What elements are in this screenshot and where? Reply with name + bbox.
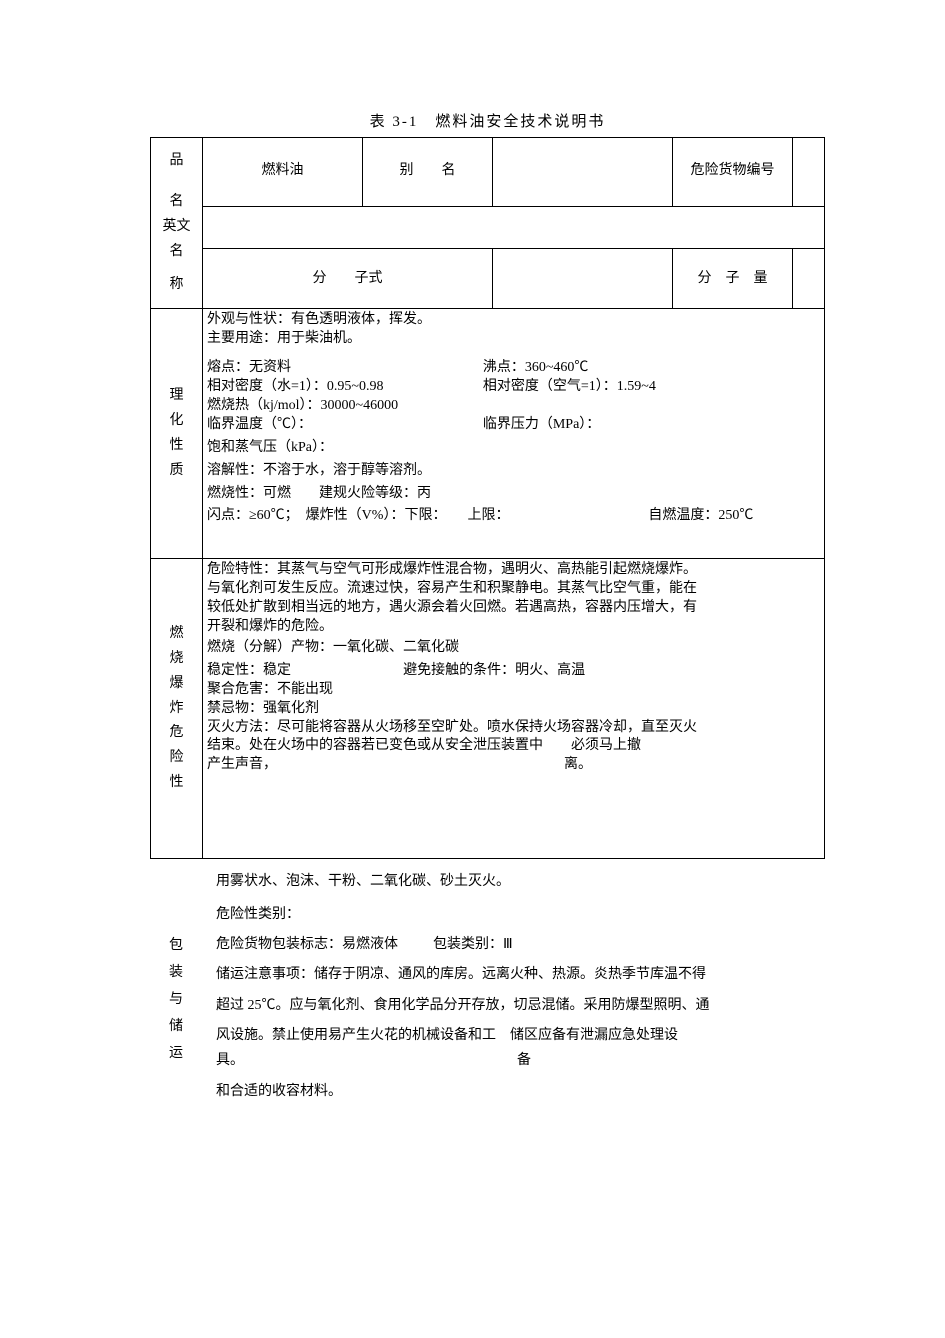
formula-label: 分 子式 bbox=[203, 249, 493, 309]
alias-label: 别 名 bbox=[363, 138, 493, 207]
extinguish-2: 结束。处在火场中的容器若已变色或从安全泄压装置中 必须马上撤 bbox=[207, 737, 820, 756]
storage-note-2: 超过 25℃。应与氧化剂、食用化学品分开存放，切忌混储。采用防爆型照明、通 bbox=[216, 996, 825, 1016]
label-ming: 名 bbox=[153, 193, 200, 212]
stability: 稳定性：稳定 bbox=[207, 662, 403, 681]
phys-l2: 化 bbox=[153, 412, 200, 431]
vapor-pressure: 饱和蒸气压（kPa）： bbox=[207, 439, 820, 458]
formula-value bbox=[493, 249, 673, 309]
storage-note-4: 和合适的收容材料。 bbox=[216, 1082, 825, 1102]
hazmat-code-value bbox=[793, 138, 825, 207]
comb-l6: 险 bbox=[153, 749, 200, 768]
phys-content: 外观与性状：有色透明液体，挥发。 主要用途：用于柴油机。 熔点：无资料 沸点：3… bbox=[203, 309, 825, 559]
comb-l3: 爆 bbox=[153, 675, 200, 694]
msds-table: 品 名 英文 名 称 燃料油 别 名 危险货物编号 分 子式 分 子 量 理 化… bbox=[150, 137, 825, 859]
incompatible: 禁忌物：强氧化剂 bbox=[207, 700, 820, 719]
phys-l1: 理 bbox=[153, 387, 200, 406]
molweight-label: 分 子 量 bbox=[673, 249, 793, 309]
table-title: 表 3-1 燃料油安全技术说明书 bbox=[150, 110, 825, 131]
alias-value bbox=[493, 138, 673, 207]
hazard-category: 危险性类别： bbox=[216, 905, 825, 925]
storage-section-label: 包 装 与 储 运 bbox=[150, 867, 202, 1106]
molweight-value bbox=[793, 249, 825, 309]
comb-l1: 燃 bbox=[153, 625, 200, 644]
label-en-b: 名 bbox=[153, 243, 200, 262]
hazard-char-1: 危险特性：其蒸气与空气可形成爆炸性混合物，遇明火、高热能引起燃烧爆炸。 bbox=[207, 561, 820, 580]
hazmat-code-label: 危险货物编号 bbox=[673, 138, 793, 207]
stor-l5: 运 bbox=[150, 1042, 202, 1062]
polymerization: 聚合危害：不能出现 bbox=[207, 681, 820, 700]
label-en-a: 英文 bbox=[153, 218, 200, 237]
phys-l3: 性 bbox=[153, 437, 200, 456]
comb-l5: 危 bbox=[153, 724, 200, 743]
main-use: 主要用途：用于柴油机。 bbox=[207, 330, 820, 349]
comb-l4: 炸 bbox=[153, 700, 200, 719]
extinguish-4: 用雾状水、泡沫、干粉、二氧化碳、砂土灭火。 bbox=[216, 872, 825, 892]
density-air: 相对密度（空气=1）：1.59~4 bbox=[483, 378, 820, 397]
solubility: 溶解性：不溶于水，溶于醇等溶剂。 bbox=[207, 462, 820, 481]
stor-l2: 装 bbox=[150, 961, 202, 981]
extinguish-1: 灭火方法：尽可能将容器从火场移至空旷处。喷水保持火场容器冷却，直至灭火 bbox=[207, 719, 820, 738]
critical-pressure: 临界压力（MPa）： bbox=[483, 416, 820, 435]
storage-section: 包 装 与 储 运 用雾状水、泡沫、干粉、二氧化碳、砂土灭火。 危险性类别： 危… bbox=[150, 867, 825, 1106]
storage-note-1: 储运注意事项：储存于阴凉、通风的库房。远离火种、热源。炎热季节库温不得 bbox=[216, 965, 825, 985]
critical-temp: 临界温度（℃）： bbox=[207, 416, 483, 435]
hazard-char-4: 开裂和爆炸的危险。 bbox=[207, 618, 820, 637]
hazard-char-3: 较低处扩散到相当远的地方，遇火源会着火回燃。若遇高热，容器内压增大，有 bbox=[207, 599, 820, 618]
extinguish-3: 产生声音， 离。 bbox=[207, 756, 820, 775]
flash-point: 闪点：≥60℃； 爆炸性（V%）：下限： 上限： bbox=[207, 507, 648, 526]
appearance: 外观与性状：有色透明液体，挥发。 bbox=[207, 311, 820, 330]
comb-l7: 性 bbox=[153, 774, 200, 793]
product-name: 燃料油 bbox=[203, 138, 363, 207]
autoignition: 自燃温度：250℃ bbox=[648, 507, 820, 526]
combust-section-label: 燃 烧 爆 炸 危 险 性 bbox=[151, 559, 203, 859]
phys-l4: 质 bbox=[153, 462, 200, 481]
package-mark: 危险货物包装标志：易燃液体 bbox=[216, 937, 398, 952]
melting-point: 熔点：无资料 bbox=[207, 359, 483, 378]
label-en-c: 称 bbox=[153, 276, 200, 295]
storage-content: 用雾状水、泡沫、干粉、二氧化碳、砂土灭火。 危险性类别： 危险货物包装标志：易燃… bbox=[202, 867, 825, 1106]
avoid-contact: 避免接触的条件：明火、高温 bbox=[403, 662, 820, 681]
comb-l2: 烧 bbox=[153, 650, 200, 669]
package-class: 包装类别：Ⅲ bbox=[433, 937, 513, 952]
storage-note-3b: 具。 备 bbox=[216, 1051, 825, 1071]
storage-note-3: 风设施。禁止使用易产生火花的机械设备和工 储区应备有泄漏应急处理设 bbox=[216, 1026, 825, 1046]
label-pin: 品 bbox=[153, 152, 200, 171]
flammability: 燃烧性：可燃 建规火险等级：丙 bbox=[207, 485, 820, 504]
stor-l1: 包 bbox=[150, 934, 202, 954]
hazard-char-2: 与氧化剂可发生反应。流速过快，容易产生和积聚静电。其蒸气比空气重，能在 bbox=[207, 580, 820, 599]
combustion-heat: 燃烧热（kj/mol）：30000~46000 bbox=[207, 397, 820, 416]
phys-section-label: 理 化 性 质 bbox=[151, 309, 203, 559]
boiling-point: 沸点：360~460℃ bbox=[483, 359, 820, 378]
combust-content: 危险特性：其蒸气与空气可形成爆炸性混合物，遇明火、高热能引起燃烧爆炸。 与氧化剂… bbox=[203, 559, 825, 859]
decomp-products: 燃烧（分解）产物：一氧化碳、二氧化碳 bbox=[207, 639, 820, 658]
english-name-value bbox=[203, 206, 825, 249]
stor-l4: 储 bbox=[150, 1015, 202, 1035]
density-water: 相对密度（水=1）：0.95~0.98 bbox=[207, 378, 483, 397]
header-name-label: 品 名 英文 名 称 bbox=[151, 138, 203, 309]
stor-l3: 与 bbox=[150, 988, 202, 1008]
